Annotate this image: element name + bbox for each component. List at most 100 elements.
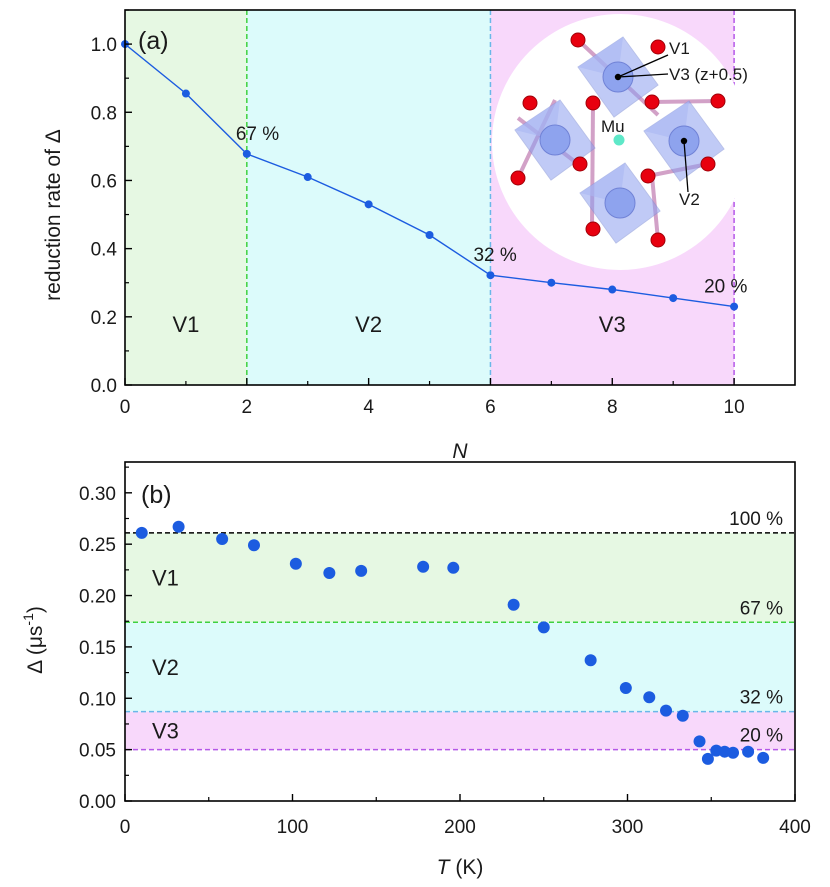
b-band-v2	[125, 622, 795, 712]
a-region-label-v1: V1	[172, 312, 199, 337]
panel-b: 100 % 67 % 32 % 20 % V1 V2 V3 0 100 200 300 400 0.…	[20, 461, 811, 879]
a-x-axis-label: N	[452, 440, 468, 463]
b-x-axis-var: T	[437, 856, 452, 879]
b-y-tick-label: 0.10	[79, 689, 116, 710]
a-point	[730, 302, 739, 311]
b-point	[693, 735, 706, 748]
a-annotations: 67 % 32 % 20 %	[236, 124, 748, 298]
b-point	[289, 557, 302, 570]
b-point	[757, 751, 770, 764]
a-y-tick-label: 0.2	[91, 308, 117, 329]
inset-oxygen-atom	[644, 94, 660, 110]
crystal-structure-inset: V1 V3 (z+0.5) V2 Mu	[492, 14, 748, 270]
inset-oxygen-atom	[650, 232, 666, 248]
b-point	[323, 566, 336, 579]
inset-label-mu: Mu	[601, 117, 625, 136]
b-reference-label: 100 %	[729, 509, 783, 530]
b-reference-lines: 100 % 67 % 32 % 20 %	[125, 509, 795, 751]
b-point	[701, 752, 714, 765]
b-band-labels: V1 V2 V3	[152, 566, 179, 744]
b-y-tick-label: 0.30	[79, 484, 116, 505]
b-point	[507, 598, 520, 611]
b-x-tick-label: 300	[612, 817, 644, 838]
b-x-tick-label: 0	[120, 817, 131, 838]
a-y-axis-label: reduction rate of Δ	[42, 129, 65, 301]
inset-oxygen-atom	[640, 168, 656, 184]
b-y-tick-label: 0.20	[79, 587, 116, 608]
b-point	[584, 654, 597, 667]
a-x-tick-label: 10	[724, 397, 745, 418]
a-point	[608, 285, 617, 294]
b-point	[537, 621, 550, 634]
inset-oxygen-atom	[585, 95, 601, 111]
panel-b-label: (b)	[141, 481, 172, 509]
a-region-label-v2: V2	[355, 312, 382, 337]
b-point	[447, 561, 460, 574]
inset-muon-site	[613, 134, 625, 146]
a-y-tick-label: 0.6	[91, 171, 117, 192]
a-annotation: 67 %	[236, 124, 279, 145]
b-y-axis-sup: -1	[20, 613, 36, 626]
b-point	[742, 745, 755, 758]
b-point	[355, 564, 368, 577]
a-x-tick-label: 0	[120, 397, 131, 418]
v3-pointer	[617, 73, 669, 78]
b-point	[135, 526, 148, 539]
b-band-label-v1: V1	[152, 566, 179, 591]
b-point	[247, 539, 260, 552]
b-y-tick-label: 0.00	[79, 792, 116, 813]
inset-label-v1: V1	[669, 39, 690, 58]
a-y-tick-label: 0.0	[91, 376, 117, 397]
a-y-tick-label: 0.8	[91, 103, 117, 124]
b-y-axis-label: Δ (μs-1)	[20, 606, 47, 674]
b-x-axis-unit: (K)	[450, 856, 484, 879]
b-x-tick-label: 200	[444, 817, 476, 838]
inset-oxygen-atom	[650, 39, 666, 55]
b-point	[660, 704, 673, 717]
b-band-label-v2: V2	[152, 655, 179, 680]
panel-a-label: (a)	[138, 27, 169, 55]
b-band-v1	[125, 532, 795, 623]
b-point	[216, 533, 229, 546]
a-annotation: 32 %	[473, 245, 516, 266]
b-y-axis-main: Δ (μs	[24, 626, 47, 674]
a-point	[181, 89, 190, 98]
a-annotation: 20 %	[704, 277, 747, 298]
b-series	[135, 520, 770, 765]
b-reference-label: 32 %	[740, 688, 783, 709]
b-point	[727, 746, 740, 759]
b-point	[619, 682, 632, 694]
a-x-tick-label: 8	[607, 397, 618, 418]
inset-bond	[651, 99, 719, 104]
inset-oxygen-atom	[572, 156, 588, 172]
a-point	[364, 200, 373, 209]
a-point	[242, 149, 251, 158]
a-point	[486, 271, 495, 280]
svg-text:Δ (μs-1): Δ (μs-1)	[20, 606, 47, 674]
a-y-tick-label: 1.0	[91, 35, 117, 56]
panel-a: V1 V3 (z+0.5) V2 Mu 67 % 32 % 20 % V1 V2 V3 …	[42, 9, 796, 463]
a-region-v1	[125, 10, 247, 385]
b-reference-label: 67 %	[740, 598, 783, 619]
inset-label-v3: V3 (z+0.5)	[669, 65, 748, 84]
a-y-tick-label: 0.4	[91, 240, 118, 261]
b-y-tick-label: 0.15	[79, 638, 116, 659]
a-region-v2	[246, 10, 491, 385]
b-y-tick-label: 0.25	[79, 535, 116, 556]
a-axes: 0 2 4 6 8 10 0.0 0.2 0.4 0.6 0.8 1.0	[91, 9, 745, 418]
b-band-label-v3: V3	[152, 719, 179, 744]
v1-pointer	[617, 54, 669, 78]
b-x-tick-label: 400	[779, 817, 811, 838]
inset-oxygen-atom	[510, 170, 526, 186]
inset-oxygen-atom	[700, 156, 716, 172]
b-point	[172, 520, 185, 533]
b-bands	[125, 532, 795, 750]
inset-vanadium-atom	[604, 187, 636, 219]
b-y-axis-close: )	[24, 606, 47, 613]
inset-oxygen-atom	[585, 221, 601, 237]
inset-label-v2: V2	[679, 190, 700, 209]
a-region-labels: V1 V2 V3	[172, 312, 625, 337]
b-point	[417, 560, 430, 573]
b-reference-label: 20 %	[740, 726, 783, 747]
